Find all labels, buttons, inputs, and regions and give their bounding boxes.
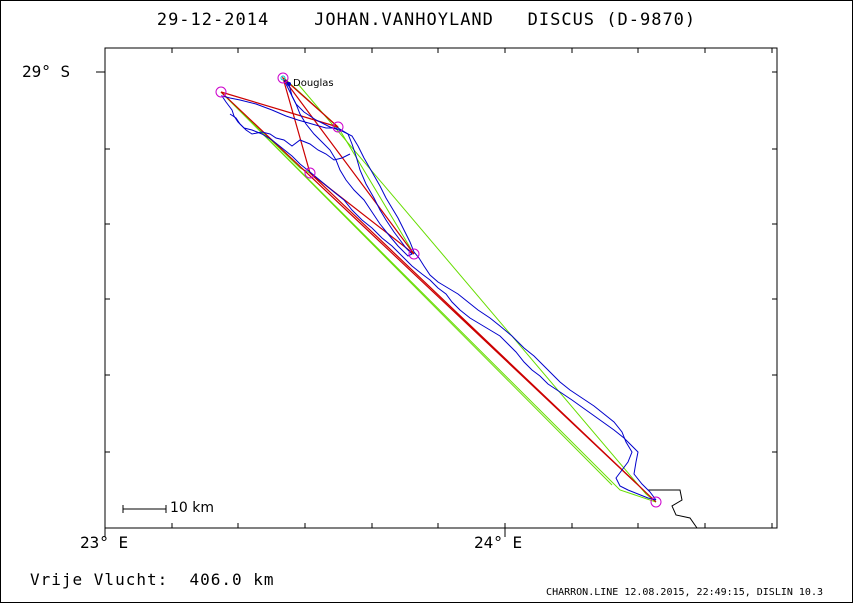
flight-title: 29-12-2014 JOHAN.VANHOYLAND DISCUS (D-98… — [0, 10, 853, 30]
right-ticks — [772, 71, 777, 453]
flight-track-wiggles — [229, 113, 351, 161]
plot-frame — [104, 47, 778, 529]
longitude-label-left: 23° E — [80, 533, 129, 552]
left-ticks — [96, 71, 110, 453]
scale-label: 10 km — [170, 500, 215, 516]
town-marker — [287, 82, 291, 86]
start-marker — [280, 75, 286, 81]
turnpoint-markers — [215, 72, 662, 508]
flight-track-return — [220, 79, 657, 501]
bottom-ticks — [104, 523, 773, 537]
top-ticks — [104, 48, 773, 53]
glider-name: DISCUS (D-9870) — [527, 10, 697, 30]
border-line — [648, 489, 698, 529]
longitude-label-right: 24° E — [474, 533, 523, 552]
pilot-name: JOHAN.VANHOYLAND — [314, 10, 494, 30]
latitude-label: 29° S — [22, 62, 71, 81]
town-label: Douglas — [293, 78, 334, 89]
flight-date: 29-12-2014 — [156, 10, 270, 30]
task-line — [220, 76, 657, 503]
scale-bar — [122, 505, 167, 513]
flight-track — [285, 79, 657, 501]
distance-summary: Vrije Vlucht: 406.0 km — [30, 570, 275, 589]
footer-credit: CHARRON.LINE 12.08.2015, 22:49:15, DISLI… — [546, 587, 823, 598]
